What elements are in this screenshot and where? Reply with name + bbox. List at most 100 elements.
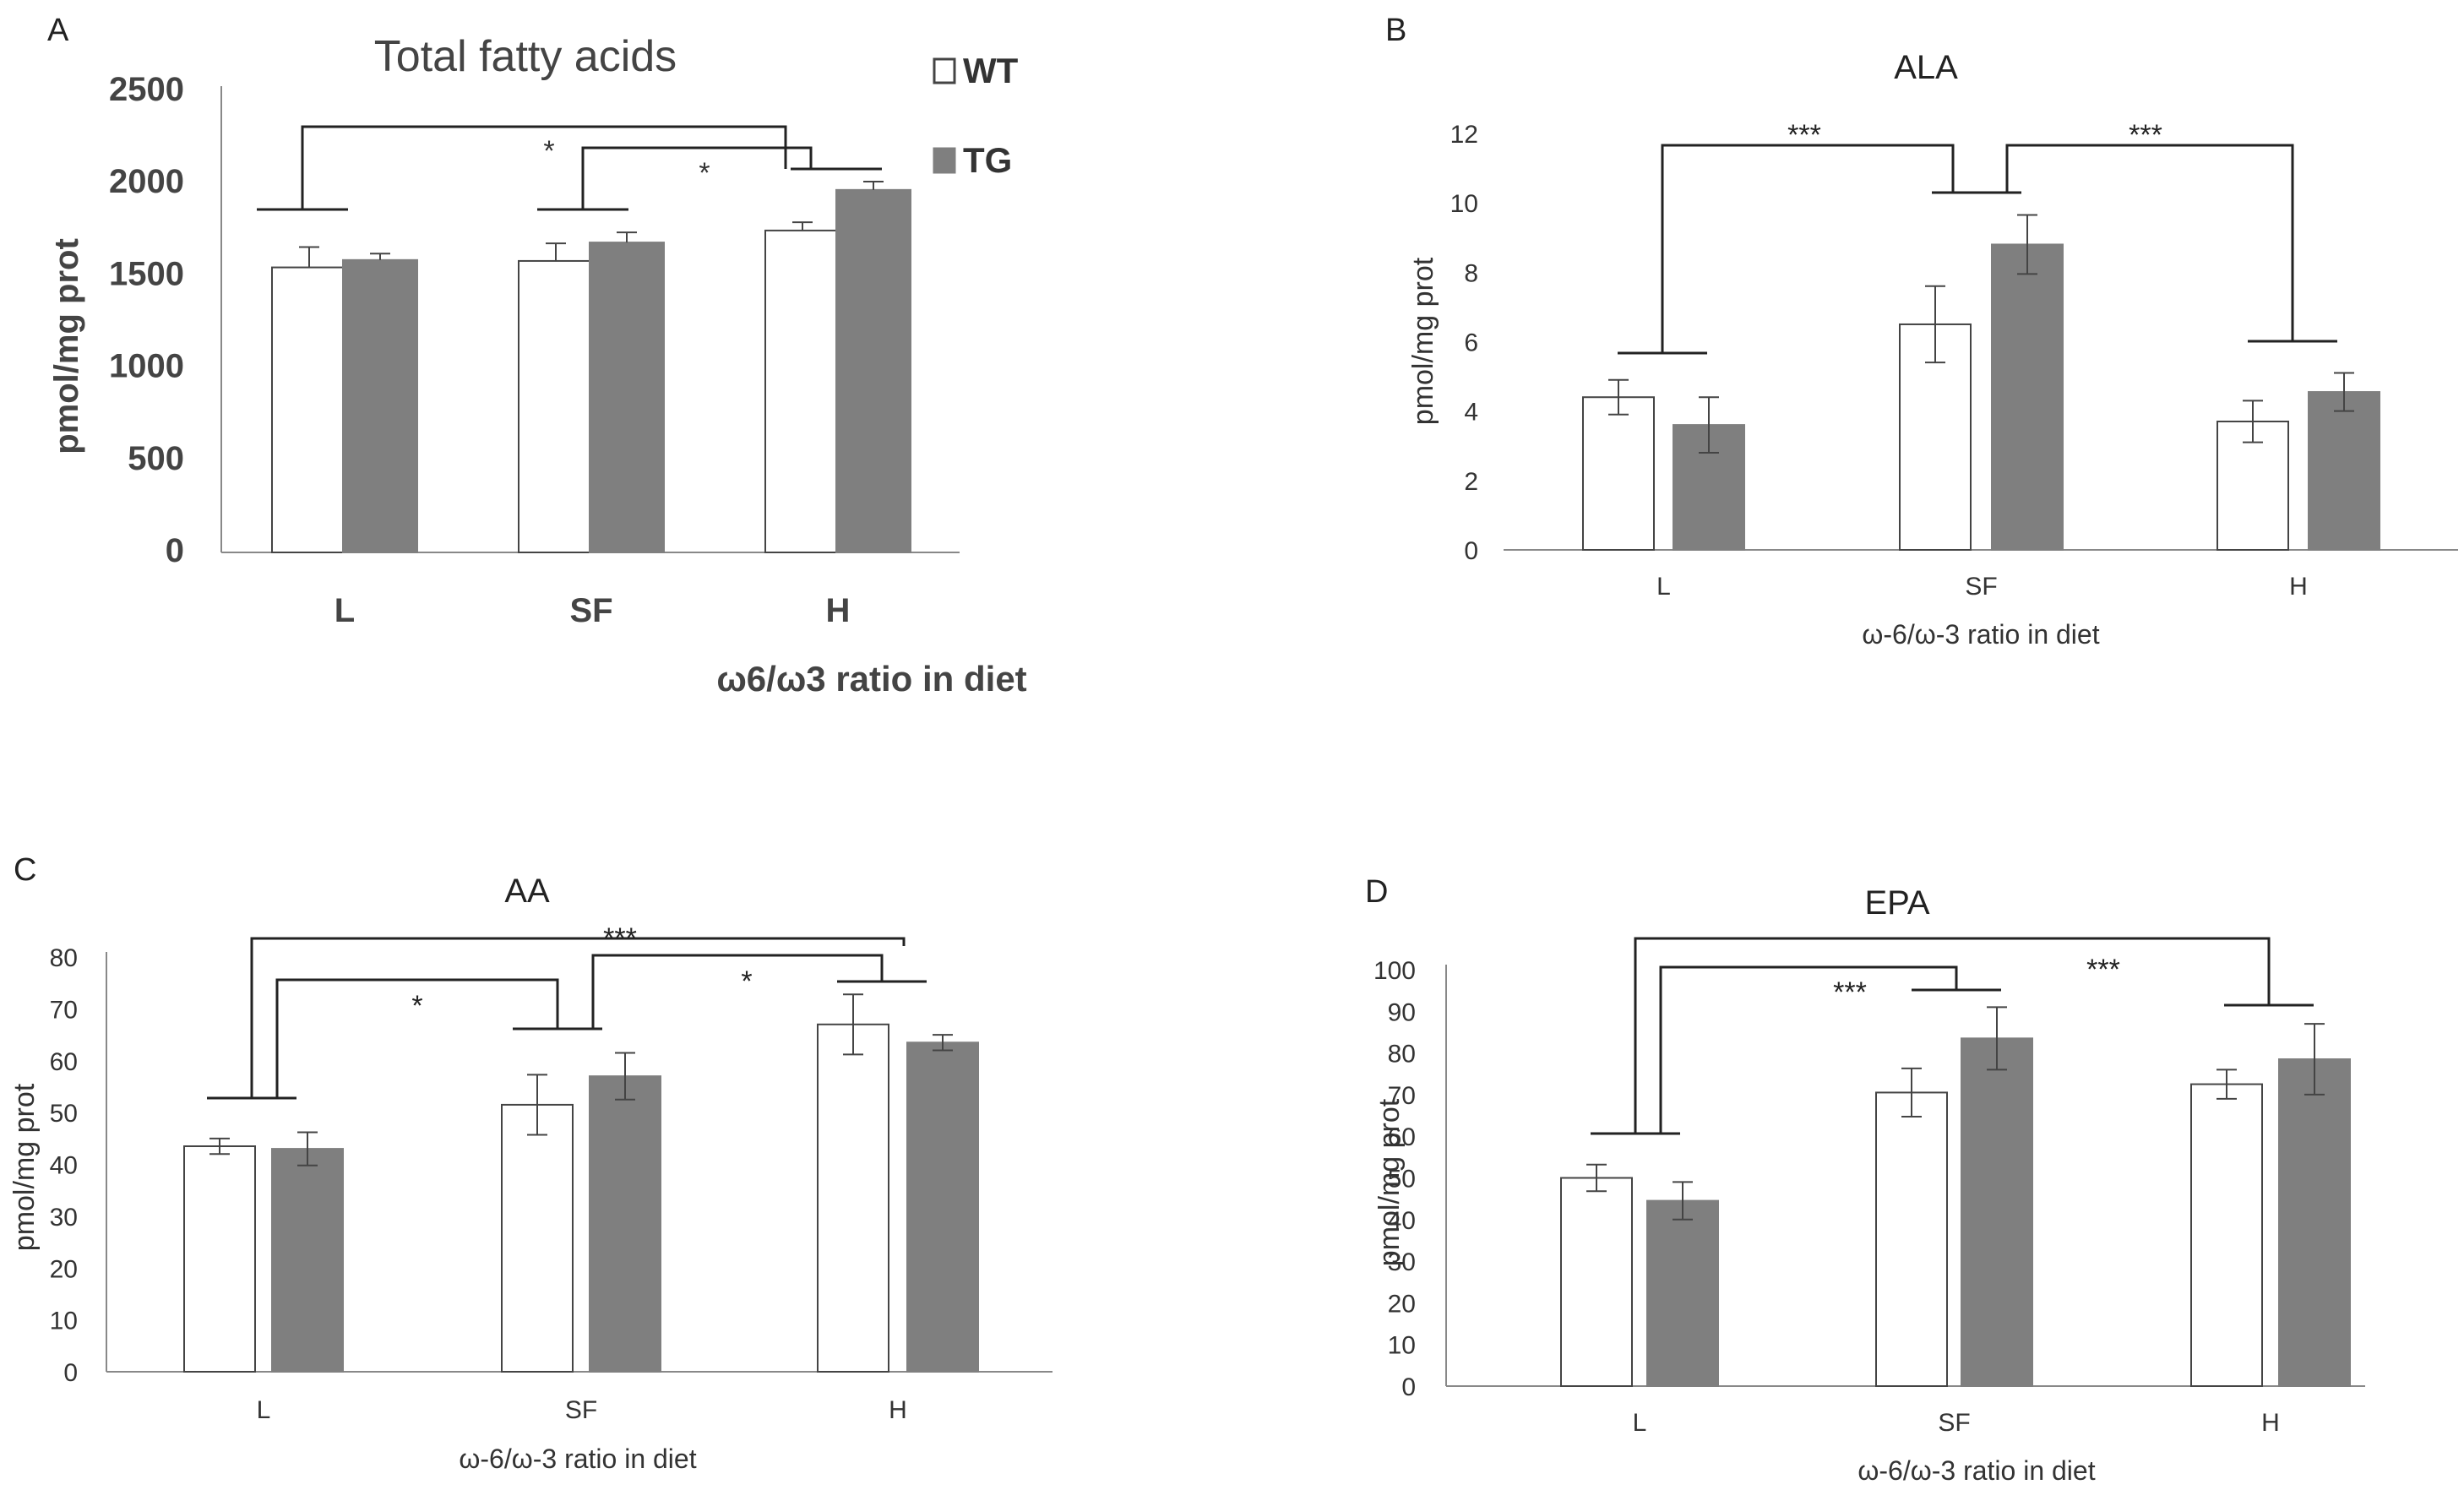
- significance-bracket: [581, 146, 813, 209]
- significance-label: *: [411, 990, 422, 1022]
- legend-label-tg: TG: [963, 140, 1012, 180]
- bar-tg: [1646, 1199, 1719, 1387]
- significance-bracket: [275, 978, 559, 1098]
- bar-wt: [764, 229, 840, 553]
- chart-title-d: EPA: [1864, 884, 1929, 922]
- panel-d: D EPA pmol/mg prot ω-6/ω-3 ratio in diet…: [1365, 874, 2365, 1486]
- y-tick-label-d: 90: [1388, 998, 1416, 1026]
- y-axis-label-c: pmol/mg prot: [8, 1083, 41, 1251]
- x-tick-label-b: SF: [1965, 573, 1997, 601]
- x-tick-label-d: SF: [1938, 1409, 1970, 1437]
- bar-wt: [817, 1023, 889, 1373]
- bar-tg: [906, 1041, 979, 1373]
- y-tick-label-d: 20: [1388, 1290, 1416, 1318]
- significance-bracket: [1659, 965, 1958, 1134]
- x-tick-label-c: L: [257, 1396, 271, 1424]
- x-tick-label-a: H: [826, 592, 851, 629]
- bar-wt: [501, 1103, 574, 1373]
- y-tick-label-a: 500: [128, 440, 184, 477]
- bar-tg: [342, 258, 418, 553]
- chart-title-a: Total fatty acids: [374, 32, 677, 81]
- bar-tg: [589, 242, 665, 553]
- y-tick-label-d: 50: [1388, 1166, 1416, 1194]
- significance-bracket: [2005, 144, 2294, 341]
- y-tick-label-c: 0: [63, 1359, 78, 1387]
- y-axis-label-d: pmol/mg prot: [1373, 1098, 1406, 1266]
- x-tick-label-b: L: [1656, 573, 1671, 601]
- x-axis-label-c: ω-6/ω-3 ratio in diet: [459, 1444, 696, 1474]
- bar-tg: [589, 1075, 661, 1373]
- y-tick-label-b: 8: [1464, 259, 1478, 287]
- bar-tg: [1961, 1037, 2033, 1387]
- y-tick-label-d: 60: [1388, 1123, 1416, 1151]
- y-tick-label-d: 10: [1388, 1332, 1416, 1360]
- panel-letter-a: A: [47, 13, 69, 48]
- y-tick-label-c: 20: [50, 1255, 78, 1283]
- y-tick-label-c: 50: [50, 1100, 78, 1128]
- bar-tg: [2278, 1058, 2351, 1387]
- x-tick-label-d: H: [2261, 1409, 2280, 1437]
- significance-bracket: [1634, 937, 2271, 1134]
- x-tick-label-b: H: [2289, 573, 2308, 601]
- panel-letter-d: D: [1365, 874, 1388, 910]
- legend: WT TG: [933, 51, 1019, 180]
- y-tick-label-d: 30: [1388, 1248, 1416, 1276]
- bar-wt: [271, 266, 347, 553]
- bar-wt: [1560, 1177, 1633, 1387]
- significance-label: *: [543, 135, 554, 167]
- x-axis-label-a: ω6/ω3 ratio in diet: [716, 659, 1026, 699]
- y-tick-label-b: 12: [1450, 121, 1478, 149]
- bar-wt: [183, 1145, 256, 1373]
- bar-wt: [518, 259, 594, 553]
- significance-label: ***: [1833, 976, 1867, 1009]
- bar-tg: [2308, 391, 2380, 551]
- bar-tg: [1991, 243, 2064, 551]
- bar-wt: [2190, 1083, 2263, 1387]
- panel-c: C AA pmol/mg prot ω-6/ω-3 ratio in diet …: [8, 852, 1053, 1474]
- y-tick-label-b: 10: [1450, 190, 1478, 218]
- panel-a: A Total fatty acids pmol/mg prot ω6/ω3 r…: [47, 13, 1027, 699]
- chart-title-c: AA: [504, 873, 550, 910]
- significance-bracket: [591, 954, 884, 1029]
- x-tick-label-d: L: [1633, 1409, 1647, 1437]
- y-axis-label-b: pmol/mg prot: [1407, 257, 1439, 425]
- y-tick-label-c: 60: [50, 1048, 78, 1076]
- significance-label: *: [699, 157, 710, 189]
- x-tick-label-a: L: [335, 592, 355, 629]
- y-tick-label-a: 0: [166, 532, 184, 569]
- panel-letter-c: C: [14, 852, 36, 888]
- y-tick-label-d: 100: [1373, 957, 1416, 985]
- legend-swatch-tg: [933, 147, 956, 174]
- y-tick-label-b: 2: [1464, 468, 1478, 496]
- y-tick-label-c: 10: [50, 1308, 78, 1335]
- bar-wt: [1875, 1091, 1948, 1388]
- legend-swatch-wt: [933, 57, 956, 84]
- y-tick-label-c: 30: [50, 1204, 78, 1232]
- x-axis-label-d: ω-6/ω-3 ratio in diet: [1858, 1455, 2095, 1486]
- panel-b: B ALA pmol/mg prot ω-6/ω-3 ratio in diet…: [1385, 13, 2458, 650]
- y-tick-label-b: 6: [1464, 329, 1478, 357]
- y-tick-label-d: 0: [1401, 1373, 1416, 1401]
- significance-label: ***: [1787, 119, 1821, 151]
- y-tick-label-c: 80: [50, 944, 78, 972]
- legend-label-wt: WT: [963, 51, 1019, 90]
- y-tick-label-b: 4: [1464, 399, 1478, 427]
- y-tick-label-a: 1000: [109, 348, 184, 385]
- bar-wt: [1582, 396, 1655, 551]
- significance-label: *: [741, 965, 752, 998]
- y-tick-label-d: 70: [1388, 1082, 1416, 1110]
- significance-label: ***: [603, 922, 637, 954]
- significance-bracket: [1661, 144, 1955, 353]
- y-tick-label-d: 80: [1388, 1041, 1416, 1069]
- significance-label: ***: [2086, 954, 2120, 986]
- x-tick-label-c: H: [889, 1396, 907, 1424]
- y-tick-label-c: 40: [50, 1152, 78, 1180]
- y-axis-label-a: pmol/mg prot: [48, 238, 85, 454]
- significance-label: ***: [2129, 119, 2162, 151]
- bar-tg: [271, 1148, 344, 1373]
- y-tick-label-a: 2000: [109, 163, 184, 200]
- x-tick-label-c: SF: [565, 1396, 597, 1424]
- significance-bracket: [250, 937, 906, 1098]
- y-tick-label-a: 1500: [109, 255, 184, 292]
